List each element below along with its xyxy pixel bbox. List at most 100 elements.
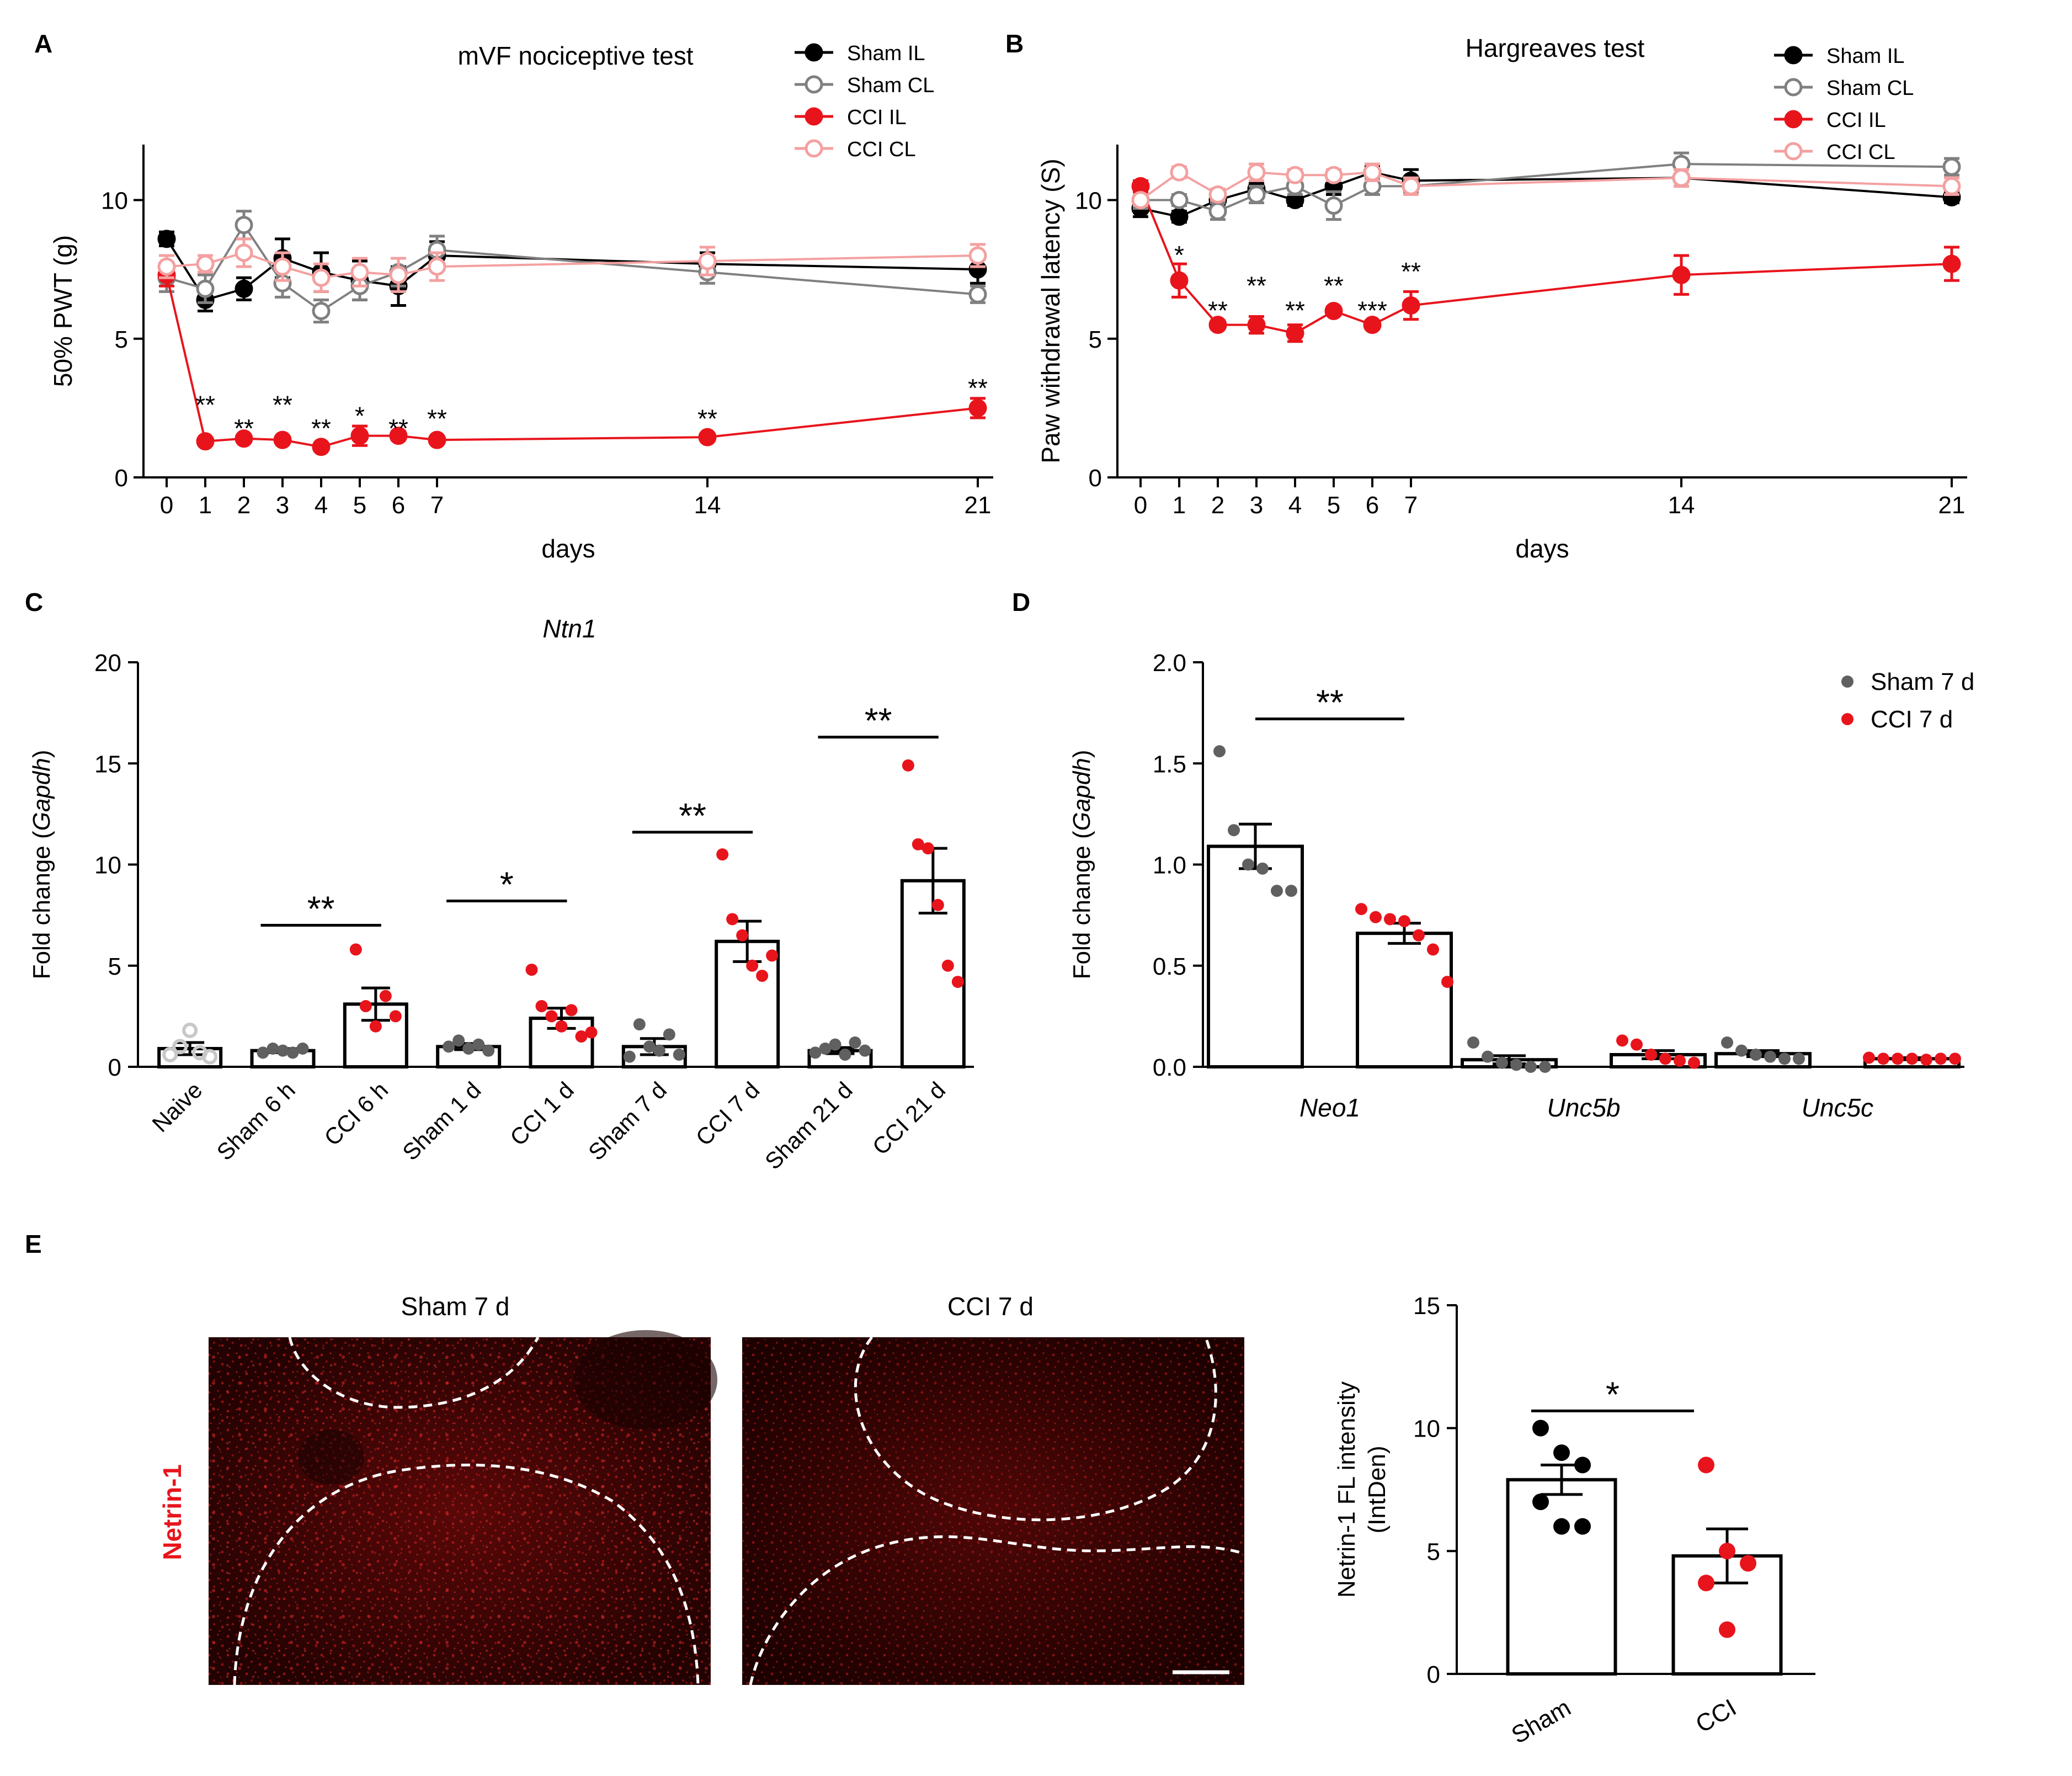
outline-upper-region bbox=[854, 1336, 1217, 1522]
data-point bbox=[555, 1020, 568, 1033]
data-point bbox=[1698, 1575, 1714, 1592]
bar-group-naive bbox=[157, 1023, 223, 1069]
y-tick-label: 0.0 bbox=[1153, 1054, 1186, 1081]
data-point bbox=[968, 246, 987, 265]
significance-label: ** bbox=[195, 390, 215, 419]
bar-group-sham bbox=[1506, 1419, 1617, 1676]
data-point bbox=[1935, 1052, 1947, 1065]
data-point bbox=[1402, 177, 1420, 195]
y-tick-label: 10 bbox=[94, 852, 121, 879]
significance-label: ** bbox=[307, 889, 335, 928]
significance-label: ** bbox=[311, 414, 331, 443]
data-point bbox=[157, 257, 176, 276]
data-point bbox=[698, 252, 717, 270]
data-point bbox=[1721, 1036, 1733, 1049]
bar-group-cci-1-d bbox=[525, 964, 598, 1069]
data-point bbox=[157, 230, 176, 248]
x-tick-label: CCI 7 d bbox=[691, 1077, 765, 1151]
x-tick-label: Sham 1 d bbox=[397, 1077, 486, 1165]
data-point bbox=[1242, 858, 1254, 871]
y-tick-label: 10 bbox=[101, 188, 128, 215]
x-tick-label: 14 bbox=[694, 492, 721, 519]
data-point bbox=[235, 429, 253, 448]
data-point bbox=[839, 1049, 851, 1061]
y-tick-label: 2.0 bbox=[1153, 650, 1186, 677]
significance-label: ** bbox=[1285, 296, 1305, 325]
data-point bbox=[545, 1010, 558, 1023]
x-tick-label: 0 bbox=[1134, 492, 1147, 519]
bar bbox=[1207, 844, 1304, 1068]
y-tick-label: 0.5 bbox=[1153, 953, 1186, 980]
data-point bbox=[1286, 324, 1304, 343]
data-point bbox=[1247, 185, 1266, 204]
y-tick-label: 15 bbox=[94, 751, 121, 778]
x-group-label: Unc5c bbox=[1802, 1093, 1873, 1122]
bar-group-cci-6-h bbox=[343, 943, 408, 1069]
micrograph-sham-7d bbox=[209, 1330, 717, 1685]
significance-label: * bbox=[1606, 1374, 1620, 1414]
data-point bbox=[585, 1026, 598, 1039]
data-point bbox=[472, 1038, 485, 1051]
y-tick-label: 5 bbox=[108, 953, 121, 980]
data-point bbox=[182, 1023, 198, 1039]
legend-label: CCI IL bbox=[1826, 109, 1886, 132]
data-point bbox=[1247, 316, 1266, 334]
x-tick-label: 1 bbox=[1173, 492, 1186, 519]
data-point bbox=[389, 427, 408, 445]
legend-label: CCI CL bbox=[847, 138, 916, 161]
data-point bbox=[1355, 903, 1367, 916]
y-tick-label: 20 bbox=[94, 650, 121, 677]
bar-neo1-sham-7-d bbox=[1207, 745, 1304, 1068]
legend-label: CCI IL bbox=[847, 106, 907, 129]
data-point bbox=[273, 257, 292, 276]
legend-marker bbox=[805, 139, 823, 158]
data-point bbox=[1398, 915, 1410, 928]
chart-title: Hargreaves test bbox=[1466, 34, 1645, 62]
legend-label: Sham CL bbox=[1826, 77, 1914, 100]
netrin-1-stain-label: Netrin-1 bbox=[158, 1464, 187, 1560]
data-point bbox=[1170, 208, 1189, 226]
data-point bbox=[1942, 254, 1961, 273]
legend-label: Sham 7 d bbox=[1871, 668, 1974, 695]
data-point bbox=[1467, 1036, 1479, 1049]
legend-label: Sham IL bbox=[1826, 45, 1905, 68]
significance-label: ** bbox=[388, 414, 408, 443]
data-point bbox=[663, 1028, 675, 1041]
data-point bbox=[1920, 1054, 1932, 1066]
bar-unc5b-sham-7-d bbox=[1461, 1036, 1558, 1073]
bar-neo1-cci-7-d bbox=[1355, 903, 1453, 1068]
legend-marker bbox=[805, 75, 823, 94]
data-point bbox=[369, 1020, 382, 1033]
data-point bbox=[1750, 1049, 1762, 1061]
bar-unc5b-cci-7-d bbox=[1610, 1034, 1707, 1069]
significance-label: ** bbox=[273, 390, 292, 419]
data-point bbox=[951, 976, 964, 988]
y-axis-label: Fold change (Gapdh) bbox=[28, 750, 55, 980]
significance-label: ** bbox=[865, 701, 892, 741]
data-point bbox=[1402, 296, 1420, 315]
data-point bbox=[912, 838, 924, 850]
data-point bbox=[1719, 1543, 1735, 1560]
data-point bbox=[766, 949, 779, 962]
data-point bbox=[312, 302, 331, 320]
y-axis-label-line-1: Netrin-1 FL intensity bbox=[1333, 1381, 1360, 1598]
data-point bbox=[1510, 1059, 1522, 1071]
data-point bbox=[1574, 1456, 1591, 1474]
x-tick-label: Sham bbox=[1507, 1694, 1575, 1749]
x-group-label: Neo1 bbox=[1299, 1093, 1360, 1122]
data-point bbox=[1574, 1518, 1591, 1535]
y-axis-label: Fold change (Gapdh) bbox=[1068, 750, 1095, 980]
data-point bbox=[623, 1050, 636, 1063]
significance-label: ** bbox=[1324, 271, 1344, 300]
data-point bbox=[462, 1043, 475, 1055]
y-tick-label: 5 bbox=[115, 326, 128, 353]
y-tick-label: 0 bbox=[1089, 465, 1102, 492]
bar bbox=[1506, 1478, 1617, 1676]
data-point bbox=[257, 1046, 269, 1059]
data-point bbox=[428, 257, 446, 276]
x-group-label: Unc5b bbox=[1547, 1093, 1621, 1122]
data-point bbox=[350, 263, 369, 281]
data-point bbox=[1208, 202, 1227, 221]
data-point bbox=[968, 285, 987, 304]
data-point bbox=[1363, 163, 1382, 182]
